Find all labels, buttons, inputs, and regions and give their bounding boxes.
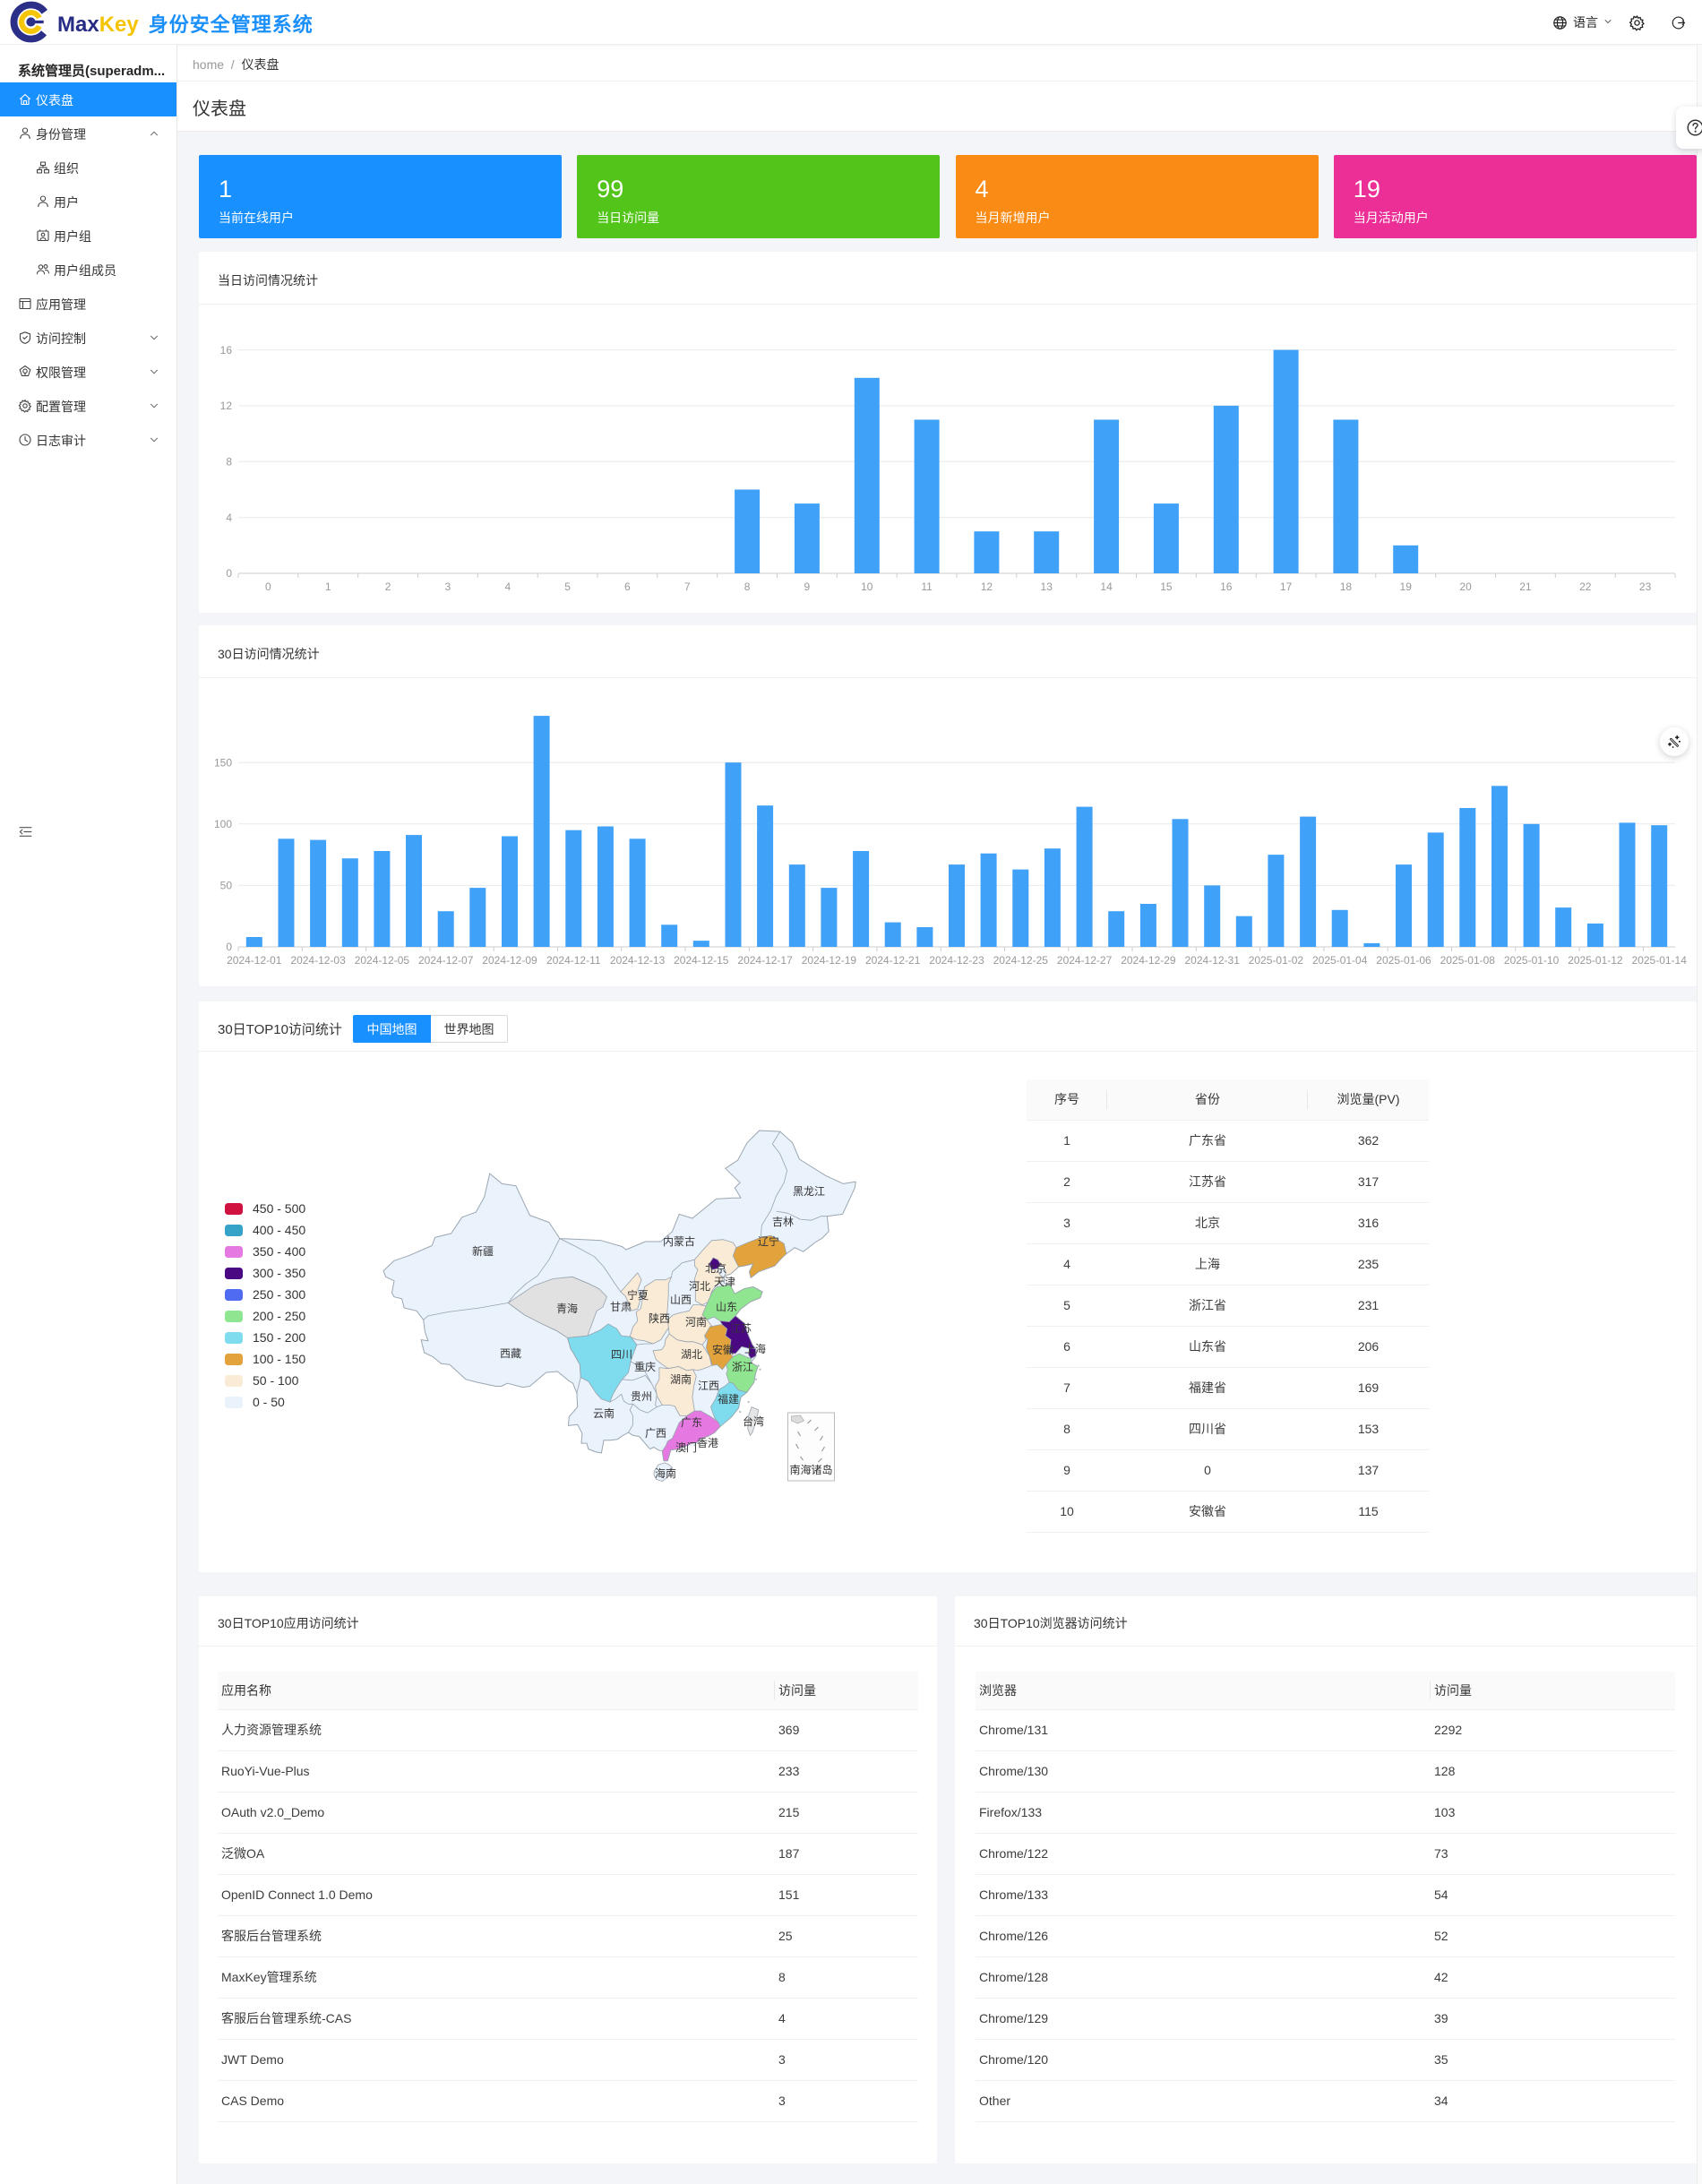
svg-text:安徽: 安徽 [712, 1343, 734, 1356]
svg-text:黑龙江: 黑龙江 [793, 1185, 825, 1198]
svg-text:16: 16 [1220, 580, 1233, 593]
svg-text:18: 18 [1340, 580, 1353, 593]
svg-text:20: 20 [1459, 580, 1472, 593]
svg-text:河南: 河南 [685, 1315, 707, 1328]
svg-text:50: 50 [220, 880, 233, 892]
svg-text:2025-01-04: 2025-01-04 [1312, 954, 1368, 967]
svg-text:江西: 江西 [698, 1380, 719, 1392]
svg-text:2: 2 [385, 580, 391, 593]
svg-text:吉林: 吉林 [772, 1216, 794, 1228]
svg-text:17: 17 [1280, 580, 1293, 593]
svg-text:北京: 北京 [705, 1262, 726, 1275]
svg-text:2025-01-10: 2025-01-10 [1504, 954, 1560, 967]
svg-text:2024-12-13: 2024-12-13 [610, 954, 666, 967]
svg-text:2024-12-17: 2024-12-17 [737, 954, 793, 967]
svg-text:2024-12-01: 2024-12-01 [227, 954, 282, 967]
svg-text:1: 1 [325, 580, 331, 593]
svg-text:宁夏: 宁夏 [627, 1288, 649, 1302]
svg-text:8: 8 [744, 580, 751, 593]
svg-text:台湾: 台湾 [743, 1414, 764, 1428]
svg-text:11: 11 [921, 580, 933, 593]
svg-text:2024-12-27: 2024-12-27 [1057, 954, 1113, 967]
svg-text:2024-12-11: 2024-12-11 [546, 954, 601, 967]
svg-text:2024-12-19: 2024-12-19 [802, 954, 857, 967]
svg-text:云南: 云南 [593, 1406, 615, 1420]
svg-text:23: 23 [1639, 580, 1652, 593]
svg-text:3: 3 [445, 580, 451, 593]
svg-text:13: 13 [1041, 580, 1053, 593]
svg-text:0: 0 [226, 941, 232, 953]
svg-text:湖南: 湖南 [670, 1372, 692, 1386]
svg-text:南海诸岛: 南海诸岛 [789, 1463, 832, 1476]
svg-text:4: 4 [504, 580, 511, 593]
svg-text:上海: 上海 [744, 1342, 766, 1355]
svg-text:15: 15 [1160, 580, 1173, 593]
svg-text:12: 12 [220, 400, 233, 412]
svg-text:江苏: 江苏 [730, 1322, 752, 1335]
svg-text:2025-01-02: 2025-01-02 [1249, 954, 1304, 967]
svg-text:2024-12-07: 2024-12-07 [418, 954, 474, 967]
svg-text:2024-12-21: 2024-12-21 [865, 954, 921, 967]
svg-text:贵州: 贵州 [631, 1390, 652, 1403]
svg-text:香港: 香港 [697, 1437, 718, 1449]
svg-text:2025-01-06: 2025-01-06 [1376, 954, 1431, 967]
svg-text:0: 0 [265, 580, 271, 593]
svg-text:陕西: 陕西 [649, 1311, 670, 1325]
svg-text:21: 21 [1519, 580, 1532, 593]
svg-text:9: 9 [804, 580, 811, 593]
svg-text:7: 7 [684, 580, 691, 593]
svg-text:2024-12-31: 2024-12-31 [1185, 954, 1241, 967]
svg-text:青海: 青海 [556, 1302, 578, 1315]
svg-text:2025-01-14: 2025-01-14 [1632, 954, 1688, 967]
svg-text:河北: 河北 [689, 1280, 710, 1293]
svg-text:海南: 海南 [655, 1466, 676, 1480]
svg-text:2024-12-05: 2024-12-05 [355, 954, 410, 967]
svg-text:西藏: 西藏 [500, 1347, 521, 1360]
svg-text:10: 10 [861, 580, 873, 593]
svg-text:2025-01-12: 2025-01-12 [1568, 954, 1623, 967]
svg-text:辽宁: 辽宁 [758, 1234, 779, 1248]
svg-text:湖北: 湖北 [681, 1347, 702, 1361]
svg-text:广东: 广东 [681, 1416, 702, 1429]
svg-text:广西: 广西 [645, 1427, 666, 1440]
svg-text:2024-12-29: 2024-12-29 [1121, 954, 1176, 967]
svg-text:6: 6 [624, 580, 631, 593]
svg-text:澳门: 澳门 [675, 1440, 697, 1454]
svg-text:5: 5 [564, 580, 571, 593]
svg-text:山西: 山西 [670, 1294, 692, 1306]
svg-text:新疆: 新疆 [472, 1244, 494, 1258]
svg-text:2025-01-08: 2025-01-08 [1440, 954, 1496, 967]
svg-text:4: 4 [226, 512, 232, 524]
svg-text:22: 22 [1579, 580, 1592, 593]
svg-text:福建: 福建 [718, 1392, 739, 1406]
svg-text:四川: 四川 [611, 1348, 632, 1361]
svg-text:8: 8 [226, 455, 232, 468]
svg-text:天津: 天津 [714, 1276, 735, 1288]
svg-text:16: 16 [220, 344, 233, 357]
svg-text:0: 0 [226, 567, 232, 580]
svg-text:2024-12-15: 2024-12-15 [674, 954, 729, 967]
svg-text:2024-12-09: 2024-12-09 [482, 954, 537, 967]
svg-text:浙江: 浙江 [732, 1361, 753, 1373]
svg-text:12: 12 [981, 580, 993, 593]
svg-text:重庆: 重庆 [634, 1361, 656, 1373]
svg-text:甘肃: 甘肃 [610, 1301, 632, 1313]
svg-text:2024-12-23: 2024-12-23 [929, 954, 984, 967]
svg-text:山东: 山东 [716, 1301, 737, 1313]
svg-text:150: 150 [214, 756, 232, 769]
svg-text:内蒙古: 内蒙古 [663, 1234, 695, 1248]
svg-text:100: 100 [214, 818, 232, 830]
svg-text:19: 19 [1400, 580, 1413, 593]
svg-text:2024-12-03: 2024-12-03 [290, 954, 346, 967]
svg-text:14: 14 [1100, 580, 1113, 593]
svg-text:2024-12-25: 2024-12-25 [993, 954, 1049, 967]
